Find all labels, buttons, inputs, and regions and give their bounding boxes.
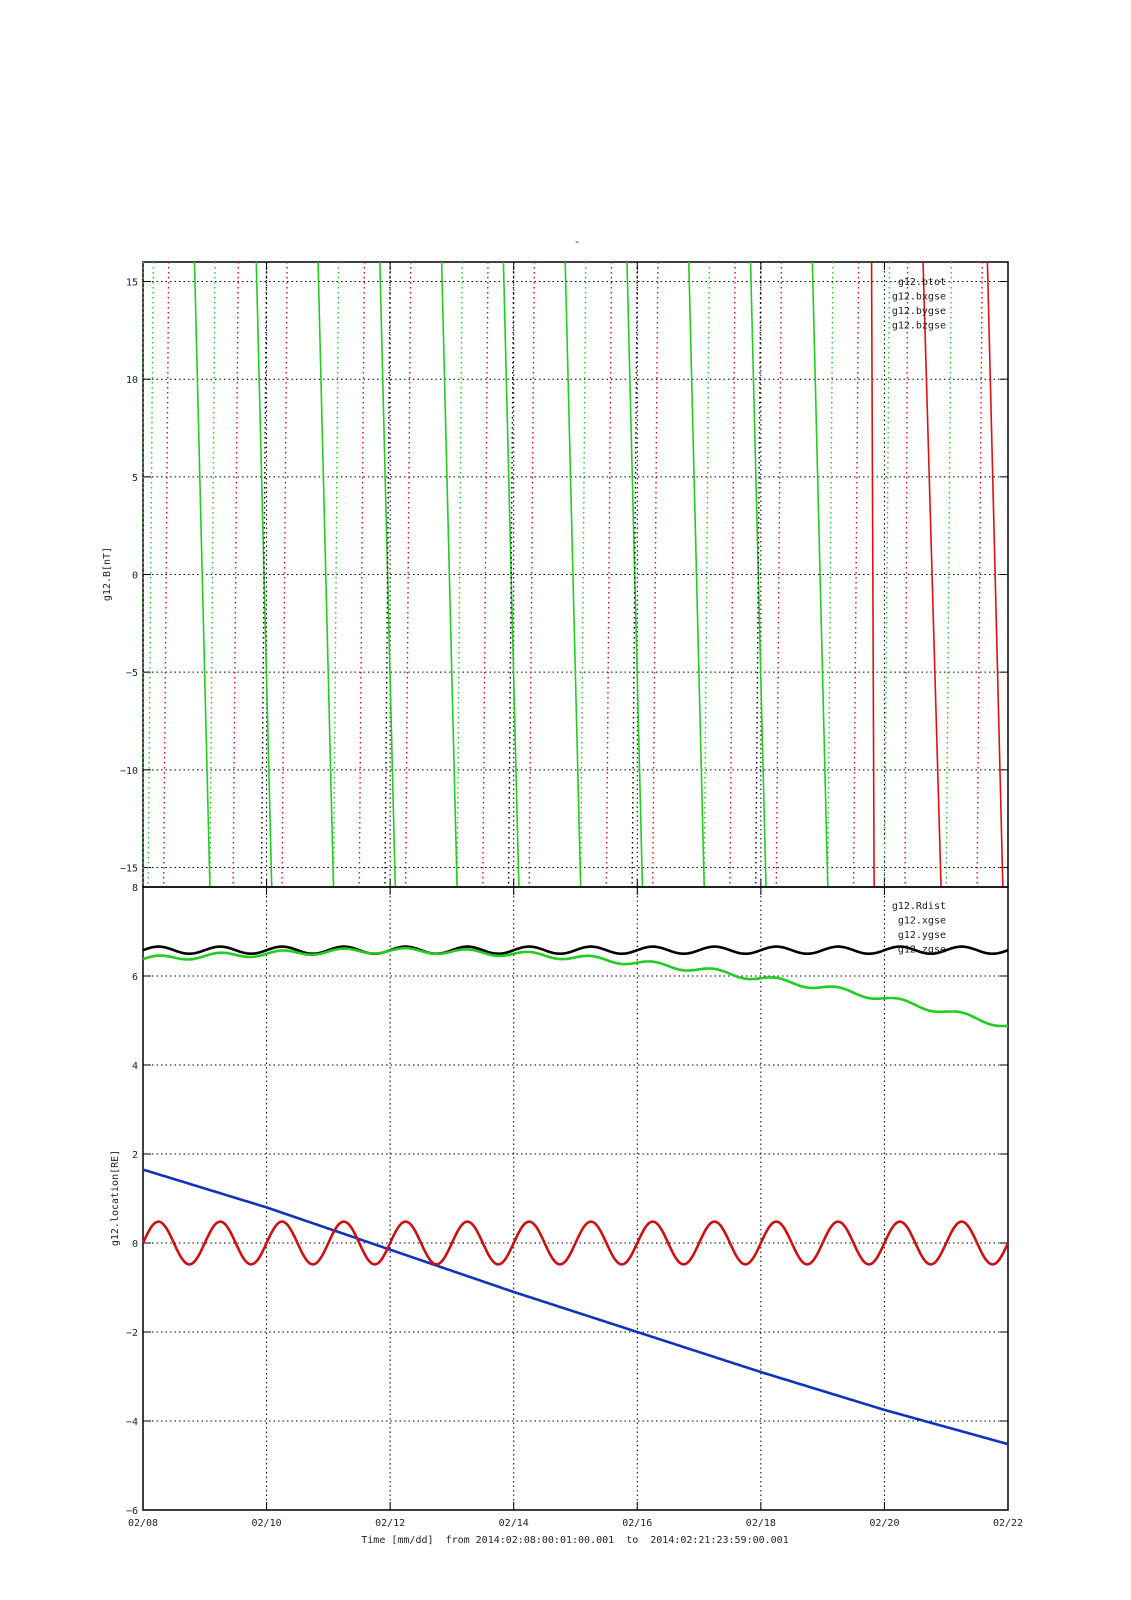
x-tick-label: 02/16: [622, 1518, 652, 1529]
sweep-line: [379, 261, 397, 888]
legend-entry: g12.bygse: [892, 306, 946, 317]
top-panel-grid: [143, 262, 1008, 887]
y-tick-label: −2: [126, 1328, 138, 1339]
y-tick-label: −10: [120, 766, 138, 777]
sweep-line: [703, 261, 711, 888]
sweep-line: [358, 261, 366, 888]
sweep-line: [687, 261, 706, 888]
sweep-line: [729, 261, 736, 888]
sweep-line: [976, 261, 983, 888]
series-line: [142, 946, 1009, 1028]
legend-entry: g12.xgse: [898, 916, 946, 927]
sweep-line: [384, 261, 391, 888]
sweep-line: [528, 261, 536, 888]
series-line: [142, 945, 1009, 955]
y-tick-label: −5: [126, 668, 138, 679]
sweep-line: [209, 261, 216, 888]
sweep-line: [564, 261, 582, 888]
x-tick-label: 02/14: [499, 1518, 529, 1529]
bottom-panel-legend: g12.Rdist g12.xgse g12.ygse g12.zgse: [892, 901, 946, 956]
sweep-line: [631, 261, 638, 888]
legend-entry: g12.ygse: [898, 930, 946, 941]
top-panel-ylabel: g12.B[nT]: [102, 547, 113, 601]
sweep-line: [147, 261, 154, 888]
sweep-line: [652, 261, 659, 888]
sweep-line: [332, 261, 340, 888]
sweep-line: [404, 261, 412, 888]
x-tick-label: 02/20: [869, 1518, 899, 1529]
y-tick-label: −6: [126, 1506, 138, 1517]
sweep-line: [870, 261, 875, 888]
x-tick-label: 02/10: [252, 1518, 282, 1529]
y-tick-label: 0: [132, 571, 138, 582]
legend-entry: g12.zgse: [898, 945, 946, 956]
y-tick-label: 2: [132, 1150, 138, 1161]
top-panel: g12.B[nT] −15 −10 −5 0 5 10 15 g12.btot g12.bxg…: [102, 261, 1009, 888]
sweep-line: [883, 261, 891, 888]
sweep-line: [440, 261, 458, 888]
sweep-line: [945, 261, 953, 888]
sweep-line: [852, 261, 860, 888]
y-tick-label: 8: [132, 883, 138, 894]
legend-entry: g12.bzgse: [892, 321, 946, 332]
bottom-panel-grid: [143, 887, 1008, 1510]
sweep-line: [507, 261, 515, 888]
y-tick-label: 4: [132, 1061, 138, 1072]
bottom-panel-traces: [141, 945, 1010, 1446]
sweep-line: [811, 261, 829, 888]
sweep-line: [755, 261, 762, 888]
sweep-line: [482, 261, 489, 888]
sweep-line: [232, 261, 239, 888]
sweep-line: [827, 261, 834, 888]
y-tick-label: 6: [132, 972, 138, 983]
top-panel-legend: g12.btot g12.bxgse g12.bygse g12.bzgse: [892, 277, 946, 332]
bottom-panel-y-ticks: −6 −4 −2 0 2 4 6 8: [126, 883, 138, 1517]
sweep-line: [626, 261, 644, 888]
x-axis-ticks: 02/08 02/10 02/12 02/14 02/16 02/18 02/20 02/22: [128, 1518, 1023, 1529]
sweep-line: [193, 261, 211, 888]
y-tick-label: 10: [126, 375, 138, 386]
x-tick-label: 02/22: [993, 1518, 1023, 1529]
sweep-line: [456, 261, 463, 888]
series-line: [141, 1220, 1010, 1266]
sweep-line: [502, 261, 520, 888]
bottom-panel-ylabel: g12.location[RE]: [110, 1150, 121, 1246]
sweep-line: [162, 261, 170, 888]
y-tick-label: 0: [132, 1239, 138, 1250]
sweep-line: [317, 261, 335, 888]
sweep-line: [904, 261, 909, 888]
series-line: [142, 1168, 1009, 1446]
sweep-line: [260, 261, 268, 888]
legend-entry: g12.btot: [898, 277, 946, 288]
top-panel-y-ticks: −15 −10 −5 0 5 10 15: [120, 278, 138, 875]
x-tick-label: 02/08: [128, 1518, 158, 1529]
figure-title: -: [574, 235, 581, 248]
sweep-line: [986, 261, 1004, 888]
sweep-line: [749, 261, 767, 888]
sweep-line: [922, 261, 942, 888]
y-tick-label: 15: [126, 278, 138, 289]
x-axis-label: Time [mm/dd] from 2014:02:08:00:01:00.00…: [361, 1535, 788, 1546]
x-tick-label: 02/12: [375, 1518, 405, 1529]
sweep-line: [605, 261, 613, 888]
sweep-line: [579, 261, 587, 888]
legend-entry: g12.Rdist: [892, 901, 946, 912]
y-tick-label: −15: [120, 863, 138, 874]
sweep-line: [281, 261, 288, 888]
x-tick-label: 02/18: [746, 1518, 776, 1529]
y-tick-label: 5: [132, 473, 138, 484]
legend-entry: g12.bxgse: [892, 292, 946, 303]
sweep-line: [255, 261, 273, 888]
sweep-line: [775, 261, 783, 888]
top-panel-traces: [142, 261, 1004, 888]
bottom-panel-frame: [142, 886, 1009, 1511]
y-tick-label: −4: [126, 1417, 138, 1428]
